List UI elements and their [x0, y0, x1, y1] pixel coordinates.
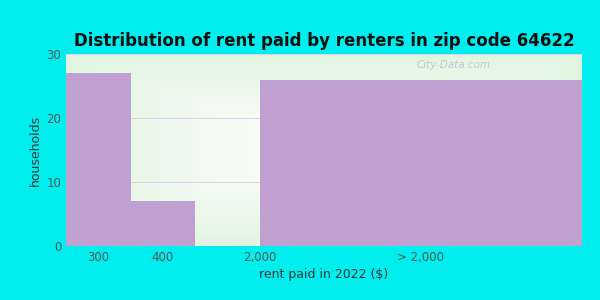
Bar: [131, 201, 195, 246]
Bar: [260, 80, 582, 246]
Bar: [66, 73, 131, 246]
X-axis label: rent paid in 2022 ($): rent paid in 2022 ($): [259, 268, 389, 281]
Title: Distribution of rent paid by renters in zip code 64622: Distribution of rent paid by renters in …: [74, 32, 574, 50]
Y-axis label: households: households: [29, 114, 42, 186]
Text: City-Data.com: City-Data.com: [417, 60, 491, 70]
